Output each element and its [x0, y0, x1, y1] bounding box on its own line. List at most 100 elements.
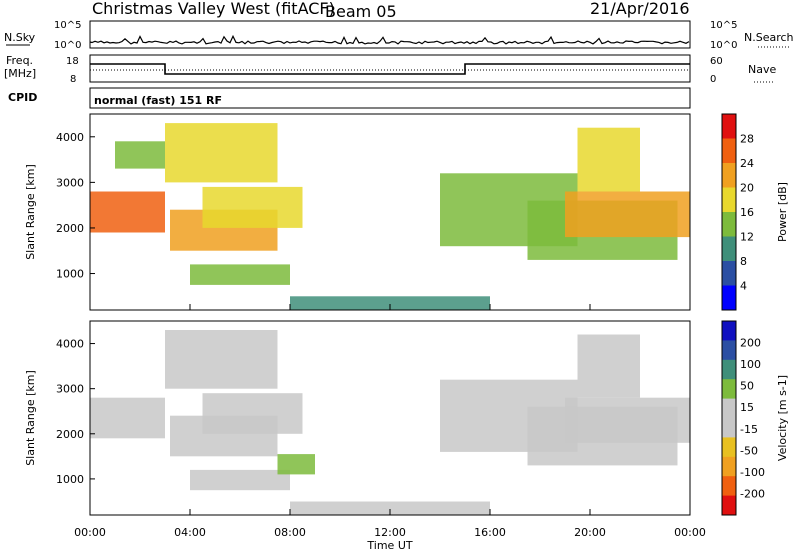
velocity-colorbar-swatch [722, 379, 736, 400]
velocity-colorbar-swatch [722, 321, 736, 341]
velocity-region-4 [190, 469, 290, 491]
velocity-colorbar: 200 100 50 15 -15 -50 -100 -200 [721, 320, 765, 516]
power-panel: 4000 3000 2000 1000 Slant Range [km] 28 24 20… [24, 113, 789, 311]
beam-label: Beam 05 [325, 2, 397, 21]
freq-tick-top: 18 [66, 56, 79, 67]
power-ytick-label: 4000 [56, 131, 84, 144]
x-tick-label: 16:00 [474, 526, 506, 539]
velocity-region-2 [202, 393, 303, 434]
power-colorbar: 28 24 20 16 12 8 4 [721, 113, 754, 311]
velocity-colorbar-tick: 200 [740, 337, 761, 350]
power-colorbar-label: Power [dB] [776, 182, 789, 242]
nsearch-label: N.Search [744, 31, 794, 44]
velocity-region-8 [565, 397, 690, 443]
velocity-colorbar-tick: -50 [740, 444, 758, 457]
power-region-0 [90, 191, 165, 233]
power-colorbar-swatch [722, 138, 736, 164]
velocity-colorbar-swatch [722, 418, 736, 438]
cpid-label: CPID [8, 91, 37, 104]
nsky-label: N.Sky [4, 31, 36, 44]
velocity-colorbar-tick: -200 [740, 487, 765, 500]
velocity-ytick-label: 4000 [56, 338, 84, 351]
power-marks [90, 123, 690, 310]
velocity-colorbar-swatch [722, 398, 736, 419]
nsearch-tick-top: 10^5 [710, 20, 737, 31]
velocity-region-0 [90, 397, 165, 439]
velocity-colorbar-tick: 50 [740, 380, 754, 393]
power-colorbar-swatch [722, 236, 736, 262]
power-region-3 [165, 123, 278, 183]
velocity-panel: 4000 3000 2000 1000 Slant Range [km] 200 100… [24, 320, 789, 516]
velocity-colorbar-tick: 15 [740, 401, 754, 414]
velocity-colorbar-frame [721, 320, 737, 516]
velocity-ytick-label: 2000 [56, 428, 84, 441]
power-ytick-label: 3000 [56, 176, 84, 189]
power-yticks: 4000 3000 2000 1000 [56, 131, 95, 281]
power-ytick-label: 1000 [56, 268, 84, 281]
velocity-region-10 [290, 501, 490, 515]
power-region-2 [202, 186, 303, 228]
velocity-colorbar-swatch [722, 359, 736, 380]
power-colorbar-swatch [722, 163, 736, 188]
nsearch-tick-bottom: 10^0 [710, 40, 737, 51]
velocity-colorbar-swatch [722, 340, 736, 361]
velocity-colorbar-swatch [722, 437, 736, 458]
power-colorbar-tick: 12 [740, 231, 754, 244]
power-region-5 [115, 141, 165, 169]
power-colorbar-swatch [722, 261, 736, 286]
nsky-tick-bottom: 10^0 [54, 40, 81, 51]
freq-label-1: Freq. [6, 54, 33, 67]
power-colorbar-frame [721, 113, 737, 311]
nave-tick-bottom: 0 [710, 74, 716, 85]
power-ytick-label: 2000 [56, 222, 84, 235]
cpid-mode: normal (fast) 151 RF [94, 94, 222, 107]
power-colorbar-tick: 4 [740, 280, 747, 293]
power-region-4 [190, 264, 290, 285]
power-colorbar-swatch [722, 114, 736, 139]
x-tick-label: 12:00 [374, 526, 406, 539]
x-tick-label: 08:00 [274, 526, 306, 539]
nave-tick-top: 60 [710, 56, 723, 67]
freq-tick-bottom: 8 [70, 74, 76, 85]
velocity-colorbar-tick: -15 [740, 423, 758, 436]
power-colorbar-tick: 16 [740, 206, 754, 219]
velocity-region-9 [577, 334, 640, 398]
power-colorbar-swatch [722, 285, 736, 311]
velocity-colorbar-swatch [722, 476, 736, 497]
power-colorbar-tick: 28 [740, 133, 754, 146]
power-colorbar-swatch [722, 212, 736, 237]
freq-label-2: [MHz] [4, 67, 36, 80]
freq-panel: Freq. [MHz] 18 8 60 0 Nave [4, 54, 776, 85]
power-region-9 [577, 127, 640, 192]
cpid-panel: CPID normal (fast) 151 RF [8, 87, 691, 109]
nave-label: Nave [748, 63, 776, 76]
velocity-ytick-label: 1000 [56, 473, 84, 486]
power-colorbar-tick: 24 [740, 157, 754, 170]
velocity-yticks: 4000 3000 2000 1000 [56, 338, 95, 486]
x-axis-label: Time UT [366, 539, 412, 552]
x-tick-label: 04:00 [174, 526, 206, 539]
power-colorbar-tick: 8 [740, 255, 747, 268]
velocity-region-5 [277, 454, 315, 475]
date-label: 21/Apr/2016 [590, 0, 690, 18]
power-colorbar-swatch [722, 187, 736, 213]
power-ylabel: Slant Range [km] [24, 164, 37, 260]
power-region-8 [565, 191, 690, 238]
velocity-colorbar-label: Velocity [m s-1] [776, 375, 789, 461]
power-region-10 [290, 296, 490, 310]
power-colorbar-tick: 20 [740, 182, 754, 195]
x-tick-label: 00:00 [674, 526, 706, 539]
velocity-colorbar-swatch [722, 495, 736, 516]
velocity-colorbar-swatch [722, 456, 736, 477]
velocity-region-3 [165, 330, 278, 389]
velocity-ylabel: Slant Range [km] [24, 370, 37, 466]
velocity-colorbar-tick: -100 [740, 466, 765, 479]
x-axis-ticks: 00:00 04:00 08:00 12:00 16:00 20:00 00:00 [74, 304, 706, 539]
chart-title: Christmas Valley West (fitACF) [92, 0, 335, 18]
velocity-colorbar-tick: 100 [740, 358, 761, 371]
nsky-tick-top: 10^5 [54, 20, 81, 31]
x-tick-label: 20:00 [574, 526, 606, 539]
velocity-marks [90, 330, 690, 515]
x-tick-label: 00:00 [74, 526, 106, 539]
nsky-panel: N.Sky 10^5 10^0 10^5 10^0 N.Search [4, 20, 794, 51]
